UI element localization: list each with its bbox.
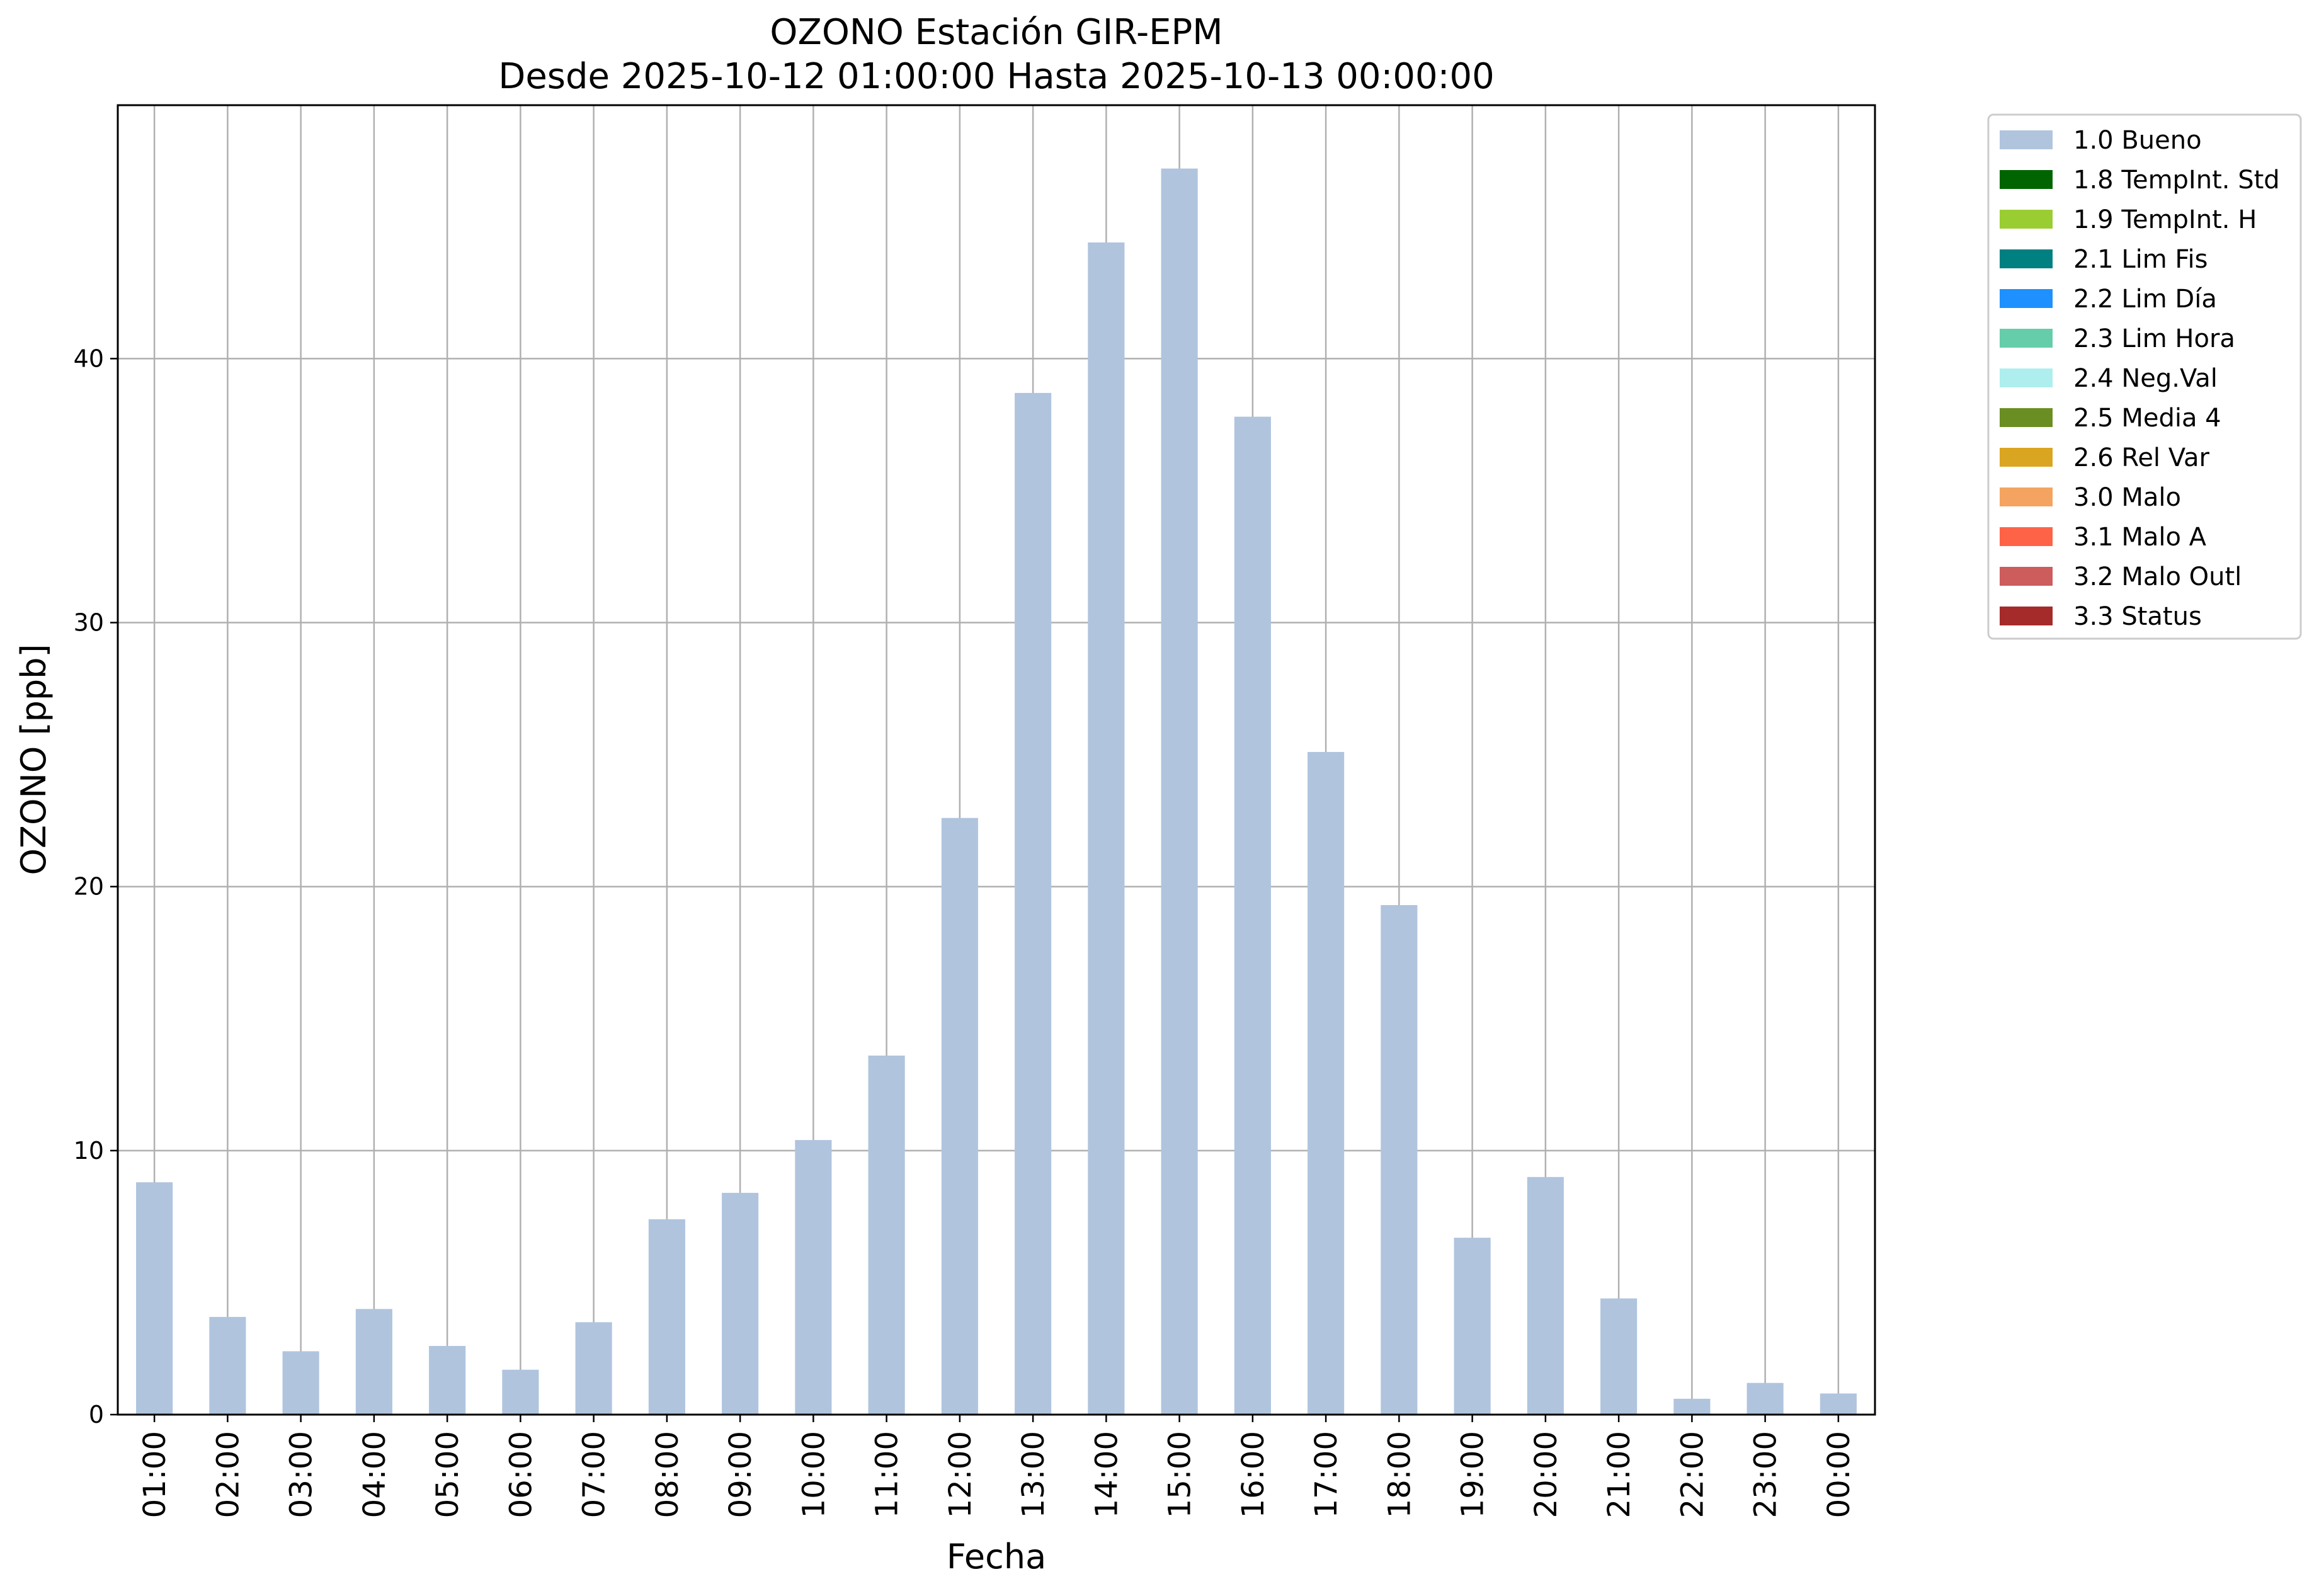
- bar-2100: [1600, 1298, 1638, 1415]
- bar-1600: [1234, 416, 1271, 1415]
- bar-1300: [1015, 392, 1052, 1415]
- legend-swatch: [2000, 607, 2053, 625]
- x-tick-label: 10:00: [796, 1431, 831, 1518]
- bar-1800: [1381, 905, 1418, 1415]
- bar-1900: [1454, 1238, 1491, 1415]
- legend-label: 3.2 Malo Outl: [2073, 562, 2242, 591]
- bars: [136, 168, 1857, 1415]
- legend-swatch: [2000, 329, 2053, 348]
- x-tick-label: 21:00: [1602, 1431, 1637, 1518]
- x-tick-label: 12:00: [943, 1431, 978, 1518]
- legend-label: 1.9 TempInt. H: [2073, 205, 2257, 234]
- legend-label: 1.8 TempInt. Std: [2073, 166, 2280, 195]
- legend: 1.0 Bueno 1.8 TempInt. Std 1.9 TempInt. H 2…: [1987, 113, 2302, 640]
- legend-label: 2.6 Rel Var: [2073, 443, 2210, 472]
- y-tick-label: 0: [89, 1401, 104, 1428]
- bar-0200: [209, 1316, 246, 1415]
- bar-1700: [1308, 751, 1345, 1415]
- bar-0800: [648, 1219, 685, 1415]
- legend-swatch: [2000, 170, 2053, 189]
- bar-0400: [355, 1309, 392, 1415]
- x-tick-label: 06:00: [503, 1431, 538, 1518]
- y-axis-label: OZONO [ppb]: [14, 644, 54, 875]
- x-tick-label: 23:00: [1748, 1431, 1784, 1518]
- x-tick-label: 15:00: [1163, 1431, 1198, 1518]
- legend-swatch: [2000, 249, 2053, 268]
- bar-1000: [795, 1140, 832, 1415]
- bar-2000: [1527, 1177, 1564, 1415]
- legend-label: 3.1 Malo A: [2073, 523, 2207, 552]
- x-axis-ticks: 01:00 02:00 03:00 04:00 05:00 06:00 07:00 08:00…: [137, 1415, 1857, 1518]
- chart-title: OZONO Estación GIR-EPM: [770, 12, 1222, 53]
- legend-label: 2.2 Lim Día: [2073, 285, 2217, 314]
- y-tick-label: 20: [74, 873, 104, 901]
- bar-0500: [429, 1346, 466, 1415]
- x-tick-label: 07:00: [577, 1431, 612, 1518]
- x-tick-label: 01:00: [137, 1431, 173, 1518]
- bar-0000: [1820, 1393, 1857, 1415]
- grid-lines: [118, 105, 1875, 1415]
- legend-label: 1.0 Bueno: [2073, 126, 2202, 155]
- x-axis-label: Fecha: [947, 1537, 1046, 1576]
- x-tick-label: 20:00: [1529, 1431, 1564, 1518]
- x-tick-label: 02:00: [210, 1431, 246, 1518]
- legend-swatch: [2000, 408, 2053, 427]
- legend-frame: [1987, 113, 2302, 640]
- legend-label: 2.3 Lim Hora: [2073, 324, 2235, 353]
- x-tick-label: 04:00: [357, 1431, 392, 1518]
- x-tick-label: 08:00: [650, 1431, 685, 1518]
- bar-1400: [1088, 242, 1125, 1415]
- x-tick-label: 03:00: [284, 1431, 319, 1518]
- legend-swatch: [2000, 448, 2053, 467]
- bar-0100: [136, 1182, 173, 1415]
- x-tick-label: 00:00: [1821, 1431, 1857, 1518]
- y-tick-label: 30: [74, 609, 104, 637]
- legend-label: 2.4 Neg.Val: [2073, 364, 2218, 393]
- legend-label: 2.5 Media 4: [2073, 404, 2221, 433]
- legend-label: 3.3 Status: [2073, 602, 2202, 631]
- bar-0300: [282, 1351, 319, 1415]
- bar-1200: [941, 818, 978, 1415]
- bar-1500: [1161, 168, 1198, 1415]
- bar-0600: [502, 1369, 539, 1415]
- y-tick-label: 40: [74, 345, 104, 372]
- x-tick-label: 22:00: [1675, 1431, 1710, 1518]
- bar-0700: [575, 1322, 612, 1415]
- legend-swatch: [2000, 368, 2053, 387]
- legend-swatch: [2000, 210, 2053, 229]
- legend-swatch: [2000, 289, 2053, 308]
- legend-swatch: [2000, 567, 2053, 586]
- chart-subtitle: Desde 2025-10-12 01:00:00 Hasta 2025-10-…: [498, 56, 1495, 97]
- x-tick-label: 13:00: [1016, 1431, 1051, 1518]
- bar-2200: [1673, 1398, 1711, 1415]
- bar-1100: [868, 1055, 905, 1415]
- legend-swatch: [2000, 130, 2053, 149]
- legend-label: 3.0 Malo: [2073, 483, 2181, 512]
- x-tick-label: 05:00: [430, 1431, 465, 1518]
- x-tick-label: 19:00: [1456, 1431, 1491, 1518]
- bar-2300: [1746, 1382, 1784, 1415]
- y-tick-label: 10: [74, 1137, 104, 1165]
- legend-label: 2.1 Lim Fis: [2073, 245, 2208, 274]
- x-tick-label: 16:00: [1236, 1431, 1271, 1518]
- y-axis-ticks: 0 10 20 30 40: [74, 345, 118, 1428]
- x-tick-label: 09:00: [723, 1431, 758, 1518]
- legend-swatch: [2000, 487, 2053, 506]
- bar-0900: [722, 1192, 759, 1415]
- x-tick-label: 11:00: [870, 1431, 905, 1518]
- plot-frame: [117, 104, 1876, 1416]
- x-tick-label: 17:00: [1309, 1431, 1344, 1518]
- legend-swatch: [2000, 527, 2053, 546]
- x-tick-label: 14:00: [1089, 1431, 1124, 1518]
- x-tick-label: 18:00: [1382, 1431, 1417, 1518]
